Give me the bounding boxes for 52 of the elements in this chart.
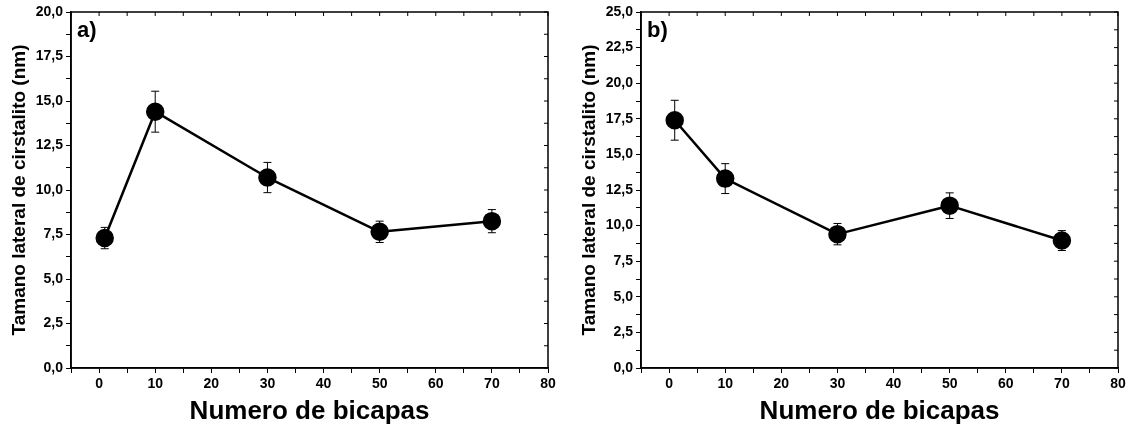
y-tick-label: 20,0	[35, 2, 64, 19]
x-tick-label: 20	[773, 375, 790, 392]
y-tick-label: 10,0	[35, 180, 64, 197]
y-tick-label: 12,5	[605, 180, 634, 197]
x-tick-label: 0	[665, 375, 674, 392]
x-tick-label: 0	[95, 375, 104, 392]
x-tick-label: 80	[540, 375, 556, 392]
annotation: b)	[647, 17, 668, 43]
x-tick-label: 40	[315, 375, 332, 392]
y-tick-label: 7,5	[43, 225, 64, 242]
x-tick-label: 60	[997, 375, 1014, 392]
x-tick-label: 70	[1054, 375, 1070, 392]
point	[95, 228, 114, 248]
y-axis-title: Tamano lateral de cirstalito (nm)	[577, 44, 599, 336]
annotation: a)	[77, 17, 97, 43]
y-tick-label: 5,0	[43, 269, 64, 286]
y-axis-title: Tamano lateral de cirstalito (nm)	[7, 44, 29, 336]
y-tick-label: 0,0	[43, 358, 64, 375]
y-tick-label: 2,5	[613, 323, 634, 340]
point	[828, 224, 847, 244]
y-tick-label: 7,5	[613, 252, 634, 269]
x-tick-label: 10	[147, 375, 164, 392]
y-tick-label: 17,5	[605, 109, 634, 126]
x-axis-title: Numero de bicapas	[189, 394, 430, 425]
y-tick-label: 15,0	[35, 91, 64, 108]
point	[258, 168, 277, 187]
x-tick-label: 30	[829, 375, 846, 392]
y-tick-label: 5,0	[613, 287, 634, 304]
point	[665, 110, 684, 130]
y-tick-label: 12,5	[35, 136, 64, 153]
x-axis-title: Numero de bicapas	[759, 394, 1000, 425]
y-tick-label: 10,0	[605, 216, 634, 233]
x-tick-label: 40	[885, 375, 902, 392]
y-tick-label: 0,0	[613, 358, 634, 375]
y-tick-label: 2,5	[43, 314, 64, 331]
point	[145, 102, 165, 121]
x-tick-label: 20	[203, 375, 220, 392]
y-tick-label: 25,0	[605, 2, 634, 19]
x-tick-label: 60	[427, 375, 444, 392]
y-tick-label: 15,0	[605, 145, 634, 162]
y-tick-label: 22,5	[605, 38, 634, 55]
x-tick-label: 30	[259, 375, 276, 392]
x-tick-label: 50	[371, 375, 388, 392]
y-tick-label: 20,0	[605, 74, 634, 91]
x-tick-label: 70	[484, 375, 500, 392]
point	[715, 169, 735, 188]
x-tick-label: 50	[941, 375, 958, 392]
point	[940, 196, 959, 215]
x-tick-label: 80	[1110, 375, 1126, 392]
y-tick-label: 17,5	[35, 47, 64, 64]
x-tick-label: 10	[717, 375, 734, 392]
point	[370, 222, 389, 242]
